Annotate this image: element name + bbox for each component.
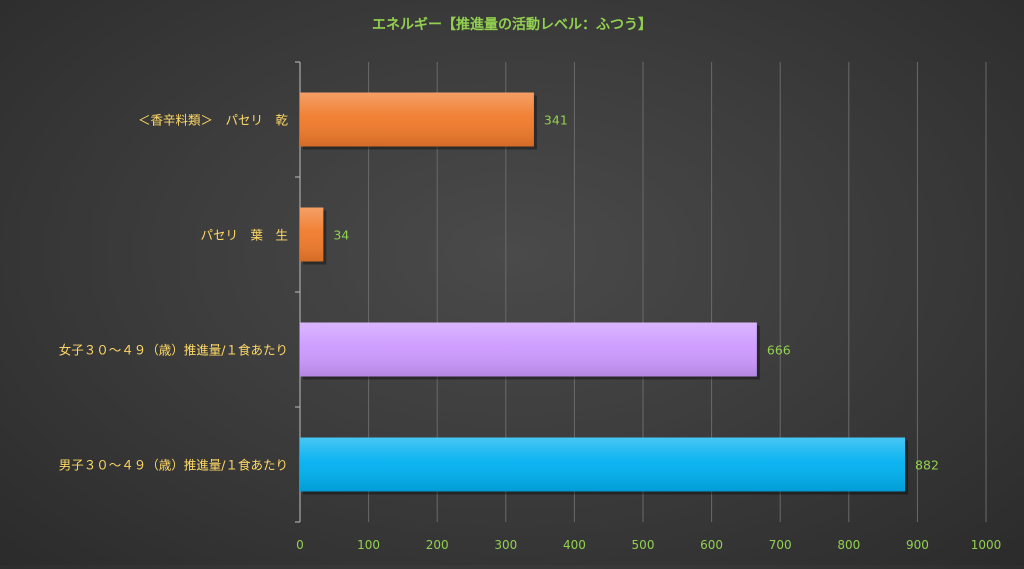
chart-title: エネルギー【推進量の活動レベル：ふつう】 [372,16,652,33]
x-tick-label: 200 [426,538,449,552]
x-tick-label: 400 [563,538,586,552]
x-tick-label: 300 [494,538,517,552]
x-tick-label: 1000 [971,538,1002,552]
data-label: 34 [333,228,349,243]
x-tick-label: 500 [632,538,655,552]
category-label: 男子３０～４９（歳）推進量/１食あたり [59,458,288,473]
x-tick-label: 900 [906,538,929,552]
x-tick-label: 700 [769,538,792,552]
category-label: パセリ 葉 生 [200,228,288,243]
category-label: ＜香辛料類＞ パセリ 乾 [138,113,289,128]
x-tick-label: 0 [296,538,304,552]
bar-highlight [300,92,534,147]
data-label: 882 [915,458,939,473]
bar-highlight [300,322,757,377]
bar-highlight [300,207,324,262]
x-tick-label: 600 [700,538,723,552]
bars [300,92,909,495]
x-tick-label: 100 [357,538,380,552]
category-axis [295,61,301,523]
x-tick-label: 800 [837,538,860,552]
bar-highlight [300,437,906,492]
data-label: 341 [544,113,568,128]
category-label: 女子３０～４９（歳）推進量/１食あたり [59,343,288,358]
data-label: 666 [767,343,791,358]
labels: 0 100 200 300 400 500 600 700 800 900 1000 ＜香辛料類＞ パ… [59,113,1001,553]
